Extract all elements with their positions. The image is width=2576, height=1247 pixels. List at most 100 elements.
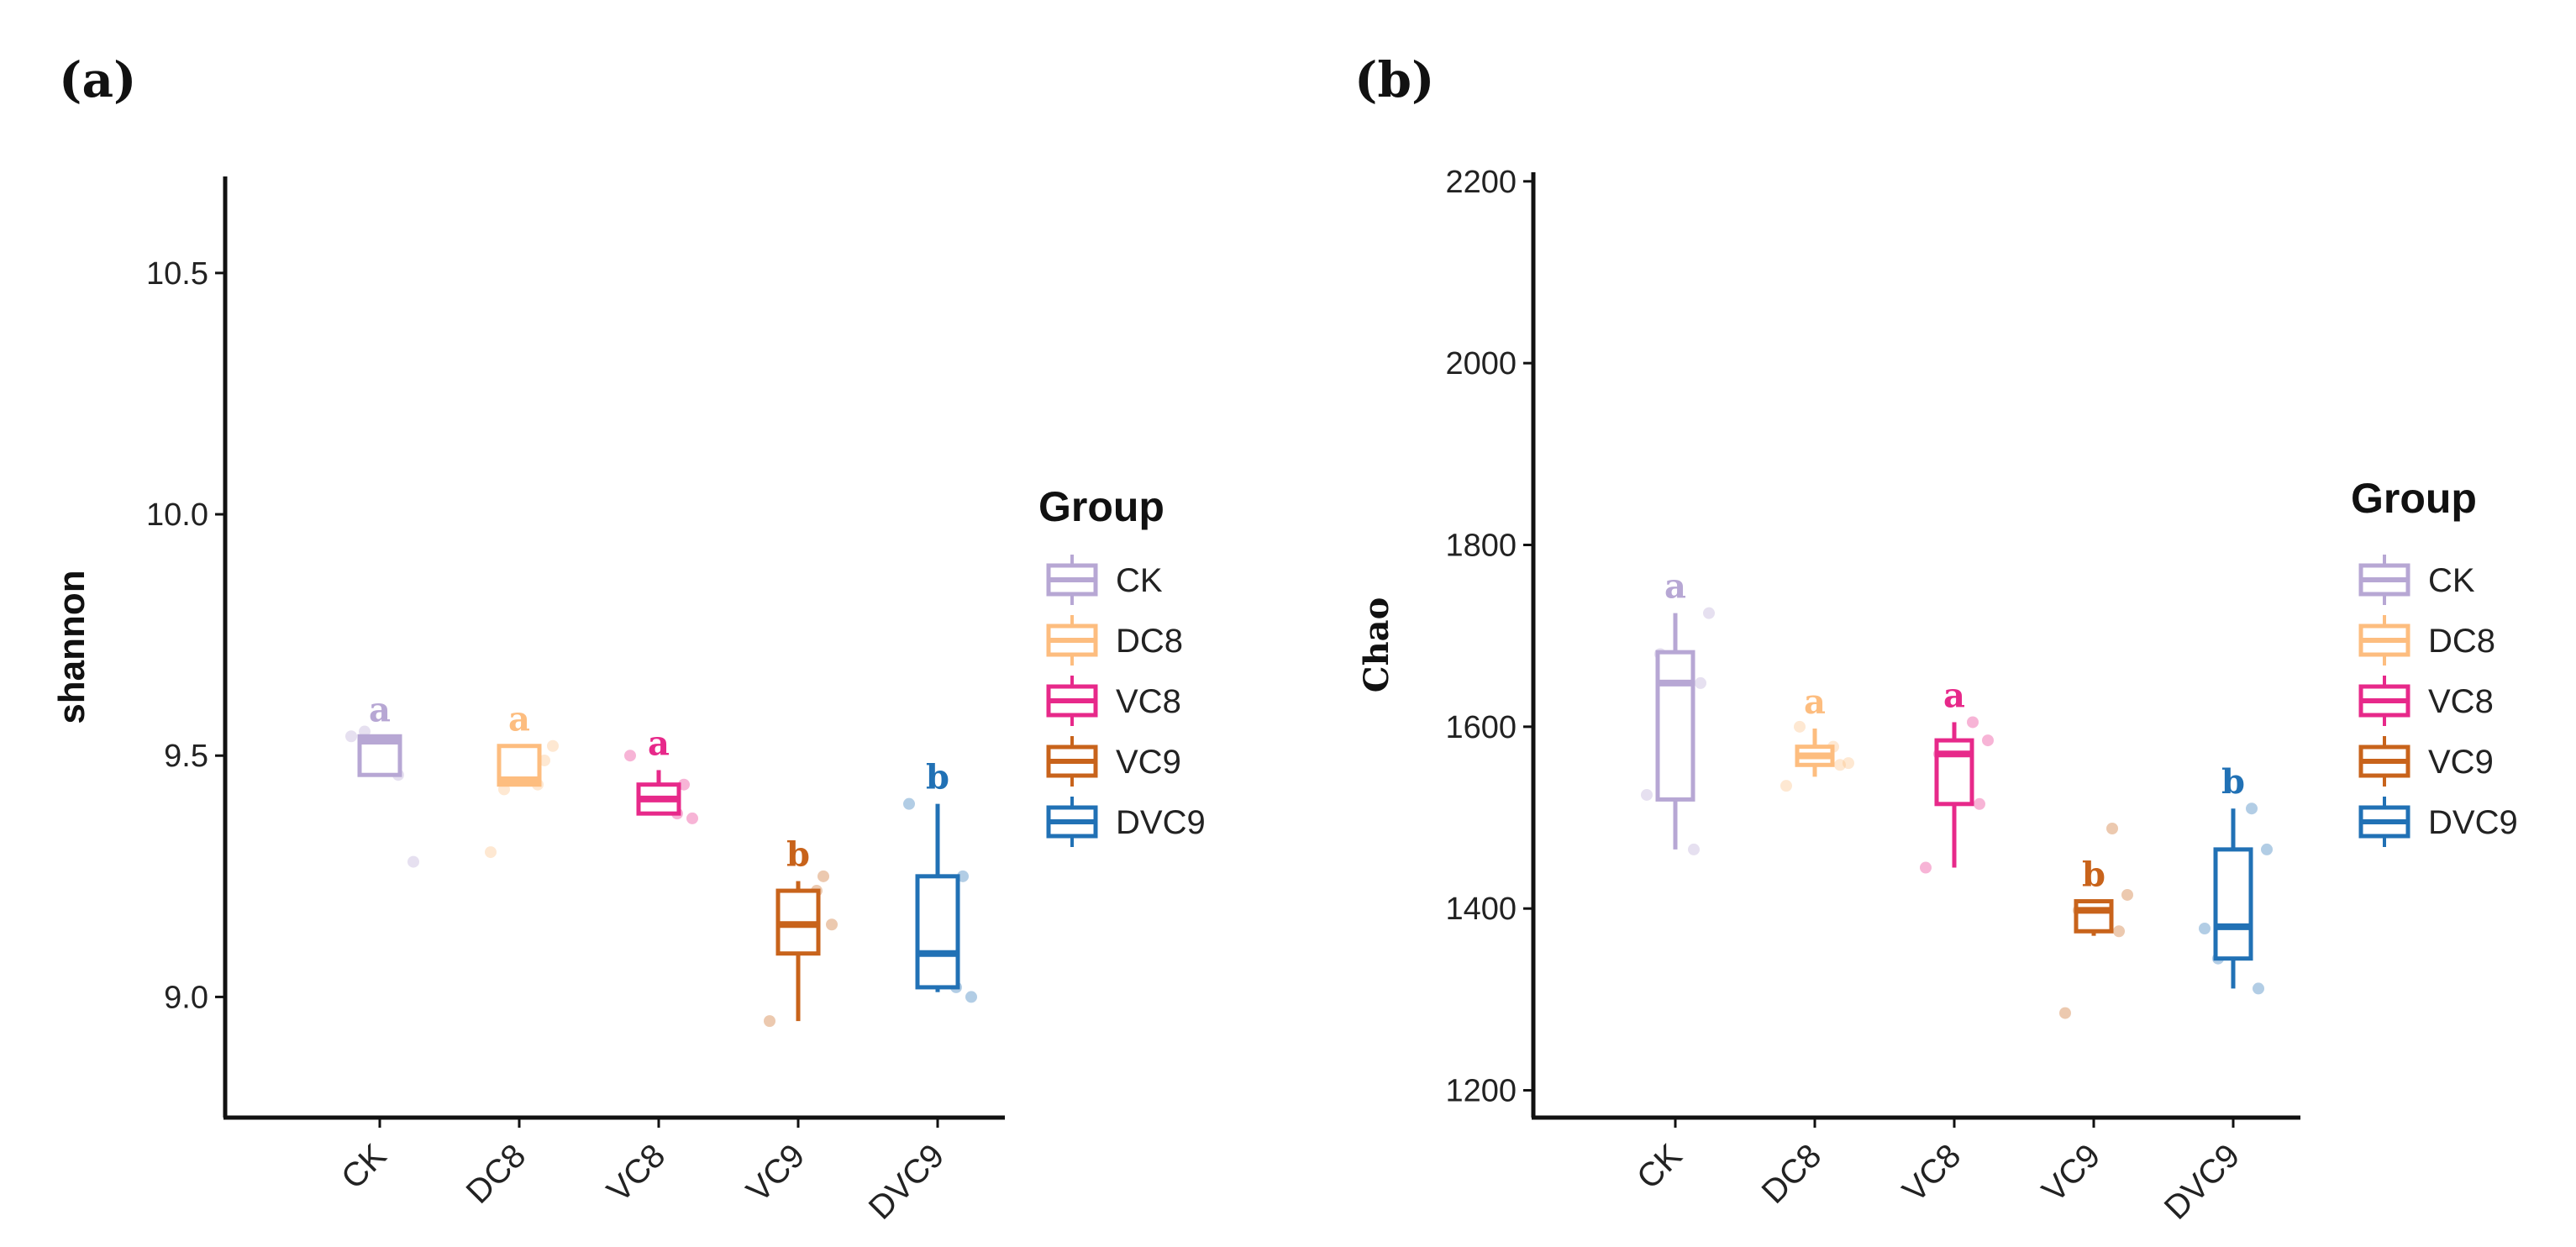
y-axis-label: shannon bbox=[51, 570, 92, 723]
legend-key-vc9 bbox=[2358, 736, 2410, 787]
data-point bbox=[1780, 780, 1792, 792]
data-point bbox=[547, 739, 559, 752]
legend-label: VC9 bbox=[2428, 744, 2494, 781]
legend-label: DVC9 bbox=[1116, 804, 1206, 841]
legend-key-dvc9 bbox=[2358, 797, 2410, 847]
data-point bbox=[1920, 861, 1932, 874]
significance-letter: a bbox=[1804, 682, 1826, 722]
data-point bbox=[1688, 843, 1700, 855]
legend-label: VC8 bbox=[2428, 683, 2494, 720]
legend-key-vc9 bbox=[1046, 736, 1098, 787]
box-body bbox=[1655, 650, 1695, 802]
legend-title: Group bbox=[2351, 475, 2477, 522]
data-point bbox=[903, 797, 915, 810]
data-point bbox=[817, 870, 829, 882]
data-point bbox=[407, 855, 419, 868]
x-tick-label: CK bbox=[1630, 1137, 1690, 1197]
legend-label: CK bbox=[1116, 562, 1163, 599]
data-point bbox=[2113, 925, 2125, 938]
legend-label: DC8 bbox=[1116, 623, 1183, 660]
significance-letter: a bbox=[369, 690, 391, 729]
significance-letter: b bbox=[2082, 855, 2105, 895]
data-point bbox=[624, 750, 636, 762]
box-body bbox=[2074, 899, 2114, 934]
data-point bbox=[2261, 843, 2273, 855]
data-point bbox=[1695, 676, 1706, 689]
box-vc9: b bbox=[764, 835, 838, 1028]
data-point bbox=[764, 1015, 775, 1028]
legend: Group CK DC8 VC8 VC9 DVC9 bbox=[1038, 483, 1206, 847]
y-tick-label: 2000 bbox=[1445, 346, 1517, 381]
box-vc9: b bbox=[2059, 823, 2133, 1019]
chart-panel-a: (a) 9.0 9.5 10.0 10.5 shannon CK DC8 VC8 VC9 DVC9 a… bbox=[51, 51, 1206, 1227]
legend-label: VC8 bbox=[1116, 683, 1181, 720]
legend-key-dvc9 bbox=[1046, 797, 1098, 847]
data-point bbox=[826, 918, 838, 931]
data-point bbox=[1982, 734, 1994, 747]
x-tick-label: VC9 bbox=[739, 1137, 812, 1209]
box-dvc9: b bbox=[903, 758, 977, 1003]
y-tick-label: 9.0 bbox=[164, 980, 208, 1015]
data-point bbox=[1703, 607, 1715, 619]
y-tick-label: 10.0 bbox=[146, 497, 208, 533]
significance-letter: b bbox=[2221, 762, 2245, 802]
data-point bbox=[2106, 823, 2118, 835]
x-tick-label: DC8 bbox=[1755, 1137, 1829, 1211]
legend-key-dc8 bbox=[1046, 615, 1098, 666]
data-point bbox=[1967, 716, 1979, 729]
x-tick-label: CK bbox=[334, 1137, 394, 1197]
data-point bbox=[2253, 982, 2264, 995]
significance-letter: b bbox=[786, 835, 810, 875]
y-tick-label: 1200 bbox=[1445, 1074, 1517, 1109]
y-tick-label: 9.5 bbox=[164, 739, 208, 774]
x-tick-label: DVC9 bbox=[862, 1137, 952, 1227]
x-tick-label: VC9 bbox=[2035, 1137, 2107, 1209]
y-tick-label: 1400 bbox=[1445, 892, 1517, 927]
legend-label: DC8 bbox=[2428, 623, 2495, 660]
legend-key-vc8 bbox=[1046, 676, 1098, 726]
x-tick-label: VC8 bbox=[1895, 1137, 1968, 1209]
y-tick-label: 10.5 bbox=[146, 256, 208, 292]
significance-letter: a bbox=[1943, 676, 1965, 715]
data-point bbox=[2059, 1007, 2071, 1019]
y-axis-label: Chao bbox=[1357, 597, 1396, 693]
legend-key-vc8 bbox=[2358, 676, 2410, 726]
data-point bbox=[485, 846, 497, 859]
legend-label: DVC9 bbox=[2428, 804, 2518, 841]
legend-label: CK bbox=[2428, 562, 2475, 599]
y-tick-label: 1800 bbox=[1445, 529, 1517, 564]
legend-label: VC9 bbox=[1116, 744, 1181, 781]
panel-label: (b) bbox=[1354, 51, 1434, 108]
box-body bbox=[2213, 847, 2253, 961]
x-tick-label: DC8 bbox=[460, 1137, 534, 1211]
significance-letter: a bbox=[508, 700, 530, 739]
data-point bbox=[345, 730, 357, 743]
data-point bbox=[1834, 759, 1846, 771]
box-ck: a bbox=[345, 690, 419, 868]
box-vc8: a bbox=[624, 723, 698, 824]
x-tick-label: VC8 bbox=[600, 1137, 672, 1209]
box-body bbox=[915, 874, 960, 990]
data-point bbox=[2199, 923, 2211, 934]
significance-letter: a bbox=[648, 723, 670, 763]
panel-label: (a) bbox=[59, 51, 136, 108]
box-vc8: a bbox=[1920, 676, 1994, 874]
data-point bbox=[1794, 720, 1806, 733]
box-body bbox=[1934, 738, 1974, 807]
data-point bbox=[1641, 788, 1653, 801]
y-tick-label: 2200 bbox=[1445, 165, 1517, 200]
data-point bbox=[2246, 802, 2258, 815]
significance-letter: b bbox=[926, 758, 949, 797]
significance-letter: a bbox=[1664, 567, 1686, 607]
data-point bbox=[965, 991, 977, 1003]
box-dvc9: b bbox=[2199, 762, 2273, 995]
chart-panel-b: (b) 1200 1400 1600 1800 2000 2200 Chao CK DC8 VC8 V… bbox=[1354, 51, 2518, 1227]
legend-key-dc8 bbox=[2358, 615, 2410, 666]
y-tick-label: 1600 bbox=[1445, 710, 1517, 745]
legend-key-ck bbox=[2358, 555, 2410, 605]
legend-title: Group bbox=[1038, 483, 1164, 530]
box-dc8: a bbox=[485, 700, 559, 859]
data-point bbox=[1843, 757, 1854, 770]
box-ck: a bbox=[1641, 567, 1715, 855]
